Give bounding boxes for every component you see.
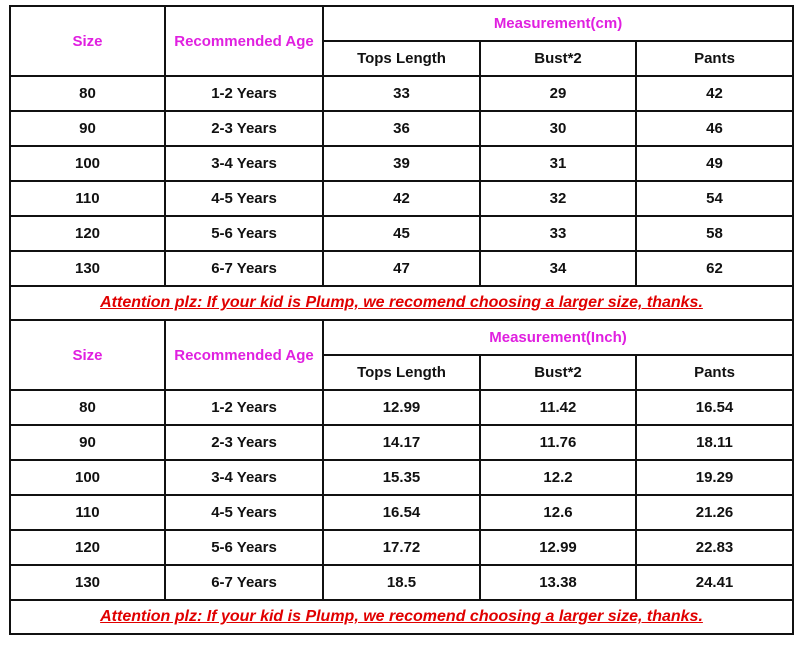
age-cell: 1-2 Years — [164, 389, 324, 426]
tops-length-cell: 47 — [322, 250, 481, 287]
size-cell: 80 — [9, 75, 166, 112]
pants-cell: 19.29 — [634, 459, 795, 496]
size-cell: 100 — [9, 459, 166, 496]
pants-cell: 58 — [634, 215, 795, 252]
age-cell: 6-7 Years — [164, 250, 324, 287]
pants-cell: 16.54 — [634, 389, 795, 426]
pants-header: Pants — [634, 354, 795, 391]
size-chart: Size Recommended Age Measurement(cm) Tops L… — [8, 5, 795, 635]
tops-length-cell: 18.5 — [322, 564, 481, 601]
measurement-header: Measurement(cm) — [321, 5, 795, 42]
age-cell: 5-6 Years — [164, 529, 324, 566]
bust-cell: 34 — [479, 250, 637, 287]
pants-cell: 54 — [634, 180, 795, 217]
pants-cell: 42 — [634, 75, 795, 112]
header-row: Size Recommended Age Measurement(cm) — [9, 5, 795, 77]
size-header: Size — [9, 319, 166, 391]
bust-header: Bust*2 — [479, 354, 637, 391]
bust-cell: 30 — [479, 110, 637, 147]
size-cell: 90 — [9, 110, 166, 147]
size-cell: 90 — [9, 424, 166, 461]
size-cell: 110 — [9, 180, 166, 217]
attention-row: Attention plz: If your kid is Plump, we … — [8, 285, 795, 321]
tops-length-cell: 42 — [322, 180, 481, 217]
bust-cell: 12.99 — [479, 529, 637, 566]
table-row: 100 3-4 Years 39 31 49 — [9, 145, 795, 182]
bust-cell: 12.2 — [479, 459, 637, 496]
tops-length-cell: 12.99 — [322, 389, 481, 426]
size-cell: 110 — [9, 494, 166, 531]
table-row: 90 2-3 Years 36 30 46 — [9, 110, 795, 147]
tops-length-cell: 45 — [322, 215, 481, 252]
tops-length-header: Tops Length — [322, 354, 481, 391]
attention-note: Attention plz: If your kid is Plump, we … — [8, 599, 795, 635]
age-cell: 4-5 Years — [164, 180, 324, 217]
bust-cell: 13.38 — [479, 564, 637, 601]
table-row: 80 1-2 Years 12.99 11.42 16.54 — [9, 389, 795, 426]
size-cell: 120 — [9, 215, 166, 252]
bust-cell: 31 — [479, 145, 637, 182]
pants-cell: 46 — [634, 110, 795, 147]
pants-header: Pants — [634, 40, 795, 77]
tops-length-header: Tops Length — [322, 40, 481, 77]
pants-cell: 18.11 — [634, 424, 795, 461]
table-row: 130 6-7 Years 18.5 13.38 24.41 — [9, 564, 795, 601]
bust-cell: 29 — [479, 75, 637, 112]
attention-row: Attention plz: If your kid is Plump, we … — [8, 599, 795, 635]
table-row: 90 2-3 Years 14.17 11.76 18.11 — [9, 424, 795, 461]
bust-cell: 33 — [479, 215, 637, 252]
measurement-header: Measurement(Inch) — [321, 319, 795, 356]
age-cell: 2-3 Years — [164, 110, 324, 147]
age-cell: 1-2 Years — [164, 75, 324, 112]
table-row: 110 4-5 Years 16.54 12.6 21.26 — [9, 494, 795, 531]
age-cell: 4-5 Years — [164, 494, 324, 531]
tops-length-cell: 16.54 — [322, 494, 481, 531]
table-row: 80 1-2 Years 33 29 42 — [9, 75, 795, 112]
age-cell: 6-7 Years — [164, 564, 324, 601]
tops-length-cell: 17.72 — [322, 529, 481, 566]
bust-header: Bust*2 — [479, 40, 637, 77]
pants-cell: 49 — [634, 145, 795, 182]
size-cell: 80 — [9, 389, 166, 426]
size-header: Size — [9, 5, 166, 77]
bust-cell: 12.6 — [479, 494, 637, 531]
bust-cell: 11.42 — [479, 389, 637, 426]
pants-cell: 24.41 — [634, 564, 795, 601]
table-row: 120 5-6 Years 17.72 12.99 22.83 — [9, 529, 795, 566]
attention-note: Attention plz: If your kid is Plump, we … — [8, 285, 795, 321]
age-cell: 3-4 Years — [164, 145, 324, 182]
age-cell: 5-6 Years — [164, 215, 324, 252]
header-row: Size Recommended Age Measurement(Inch) — [9, 319, 795, 391]
table-row: 100 3-4 Years 15.35 12.2 19.29 — [9, 459, 795, 496]
age-header: Recommended Age — [164, 5, 324, 77]
bust-cell: 11.76 — [479, 424, 637, 461]
age-cell: 3-4 Years — [164, 459, 324, 496]
size-cell: 120 — [9, 529, 166, 566]
sub-header-row: Tops Length Bust*2 Pants — [10, 40, 795, 77]
pants-cell: 21.26 — [634, 494, 795, 531]
table-row: 120 5-6 Years 45 33 58 — [9, 215, 795, 252]
size-cell: 130 — [9, 250, 166, 287]
pants-cell: 22.83 — [634, 529, 795, 566]
size-cell: 130 — [9, 564, 166, 601]
tops-length-cell: 15.35 — [322, 459, 481, 496]
bust-cell: 32 — [479, 180, 637, 217]
tops-length-cell: 39 — [322, 145, 481, 182]
table-row: 110 4-5 Years 42 32 54 — [9, 180, 795, 217]
age-header: Recommended Age — [164, 319, 324, 391]
size-cell: 100 — [9, 145, 166, 182]
age-cell: 2-3 Years — [164, 424, 324, 461]
pants-cell: 62 — [634, 250, 795, 287]
sub-header-row: Tops Length Bust*2 Pants — [10, 354, 795, 391]
tops-length-cell: 14.17 — [322, 424, 481, 461]
tops-length-cell: 36 — [322, 110, 481, 147]
table-row: 130 6-7 Years 47 34 62 — [9, 250, 795, 287]
tops-length-cell: 33 — [322, 75, 481, 112]
